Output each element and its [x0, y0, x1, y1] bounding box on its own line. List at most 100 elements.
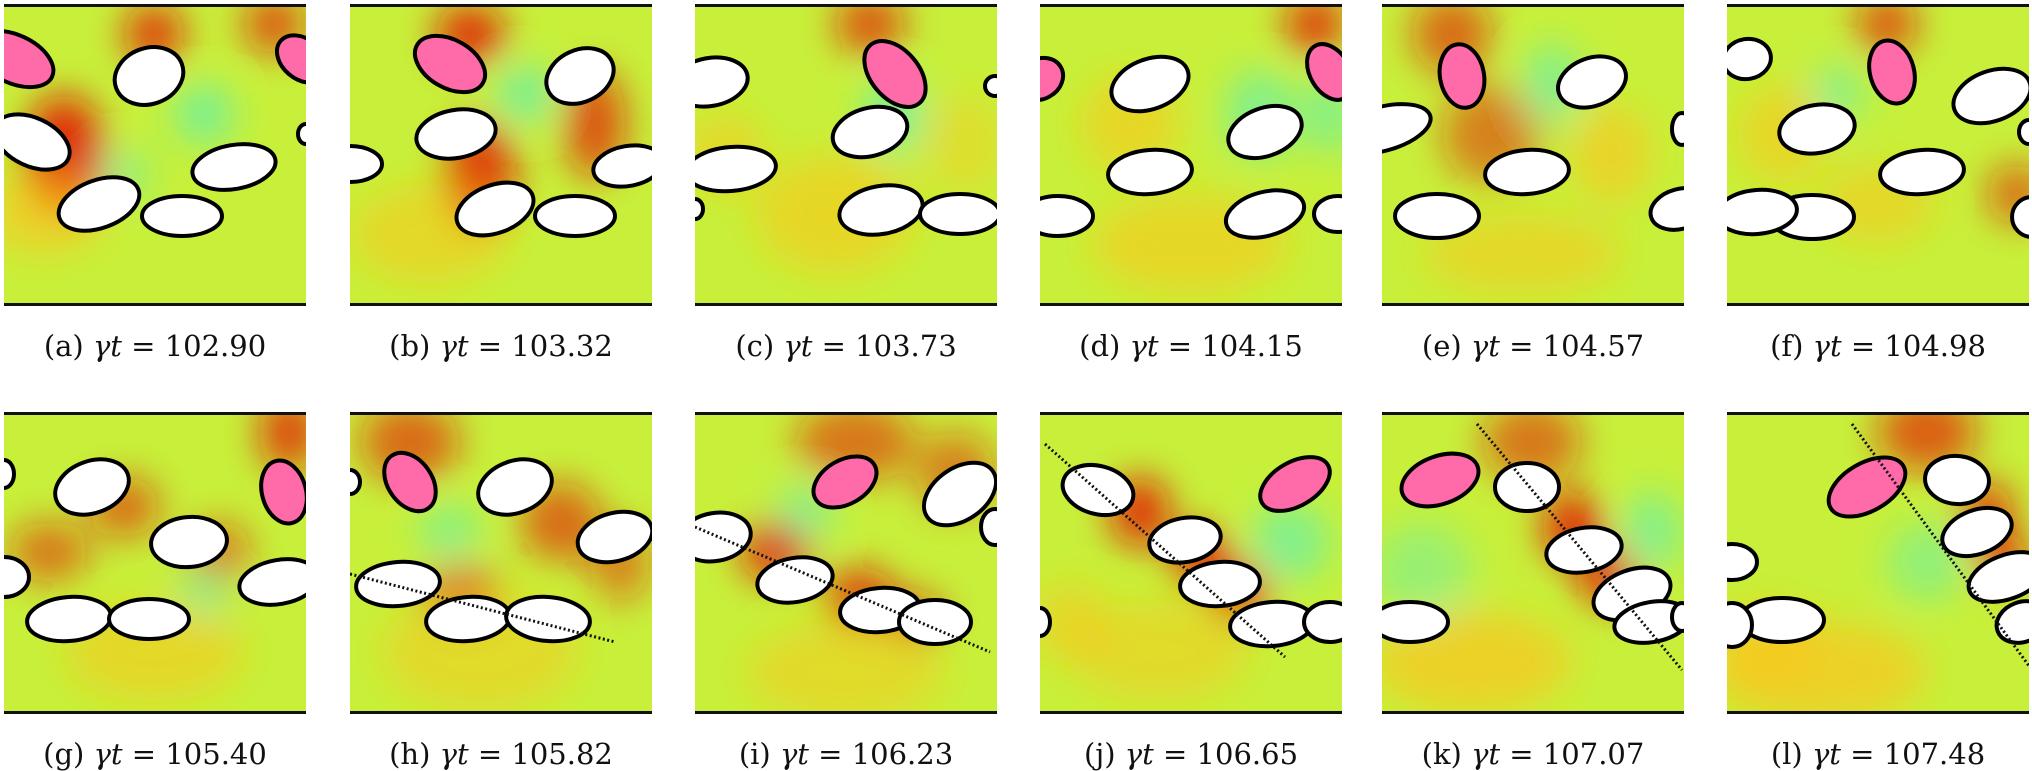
figure-panel: (g) γt = 105.40 [4, 412, 306, 714]
time-value: 102.90 [165, 329, 266, 363]
panel-caption: (c) γt = 103.73 [675, 329, 1017, 363]
panel-label: (f) [1770, 329, 1803, 363]
time-value: 104.15 [1201, 329, 1302, 363]
figure-panel: (i) γt = 106.23 [695, 412, 997, 714]
equals: = [1154, 737, 1197, 771]
equals: = [469, 737, 512, 771]
time-value: 104.98 [1884, 329, 1985, 363]
panel-caption: (i) γt = 106.23 [675, 737, 1017, 771]
panel-caption: (k) γt = 107.07 [1362, 737, 1704, 771]
panel-caption: (h) γt = 105.82 [330, 737, 672, 771]
time-value: 106.23 [852, 737, 953, 771]
figure-panel: (a) γt = 102.90 [4, 4, 306, 306]
particle [535, 196, 615, 236]
panel-label: (g) [43, 737, 84, 771]
equals: = [1842, 329, 1885, 363]
figure-panel: (j) γt = 106.65 [1040, 412, 1342, 714]
particle [1382, 602, 1448, 642]
simulation-snapshot [1382, 412, 1684, 714]
equals: = [1500, 329, 1543, 363]
symbol: γt [1813, 329, 1842, 363]
particle [1304, 602, 1342, 642]
particle [1040, 608, 1050, 636]
particle [1395, 194, 1479, 238]
particle [899, 600, 971, 644]
panel-caption: (l) γt = 107.48 [1707, 737, 2032, 771]
particle [109, 599, 189, 639]
field-blob [1572, 104, 1652, 204]
figure-panel: (h) γt = 105.82 [350, 412, 652, 714]
time-value: 105.82 [511, 737, 612, 771]
field-blob [420, 502, 480, 562]
panel-caption: (b) γt = 103.32 [330, 329, 672, 363]
figure-panel: (e) γt = 104.57 [1382, 4, 1684, 306]
particle [1040, 196, 1093, 236]
symbol: γt [783, 329, 812, 363]
equals: = [809, 737, 852, 771]
particle [981, 509, 997, 545]
panel-caption: (g) γt = 105.40 [0, 737, 326, 771]
time-value: 107.48 [1884, 737, 1985, 771]
particle [350, 470, 360, 494]
simulation-snapshot [1040, 412, 1342, 714]
equals: = [1841, 737, 1884, 771]
panel-label: (j) [1084, 737, 1116, 771]
time-value: 103.73 [855, 329, 956, 363]
equals: = [1500, 737, 1543, 771]
symbol: γt [440, 737, 469, 771]
simulation-snapshot [4, 4, 306, 306]
symbol: γt [1125, 737, 1154, 771]
figure-panel: (b) γt = 103.32 [350, 4, 652, 306]
time-value: 103.32 [511, 329, 612, 363]
particle [920, 194, 997, 234]
panel-label: (h) [389, 737, 430, 771]
simulation-snapshot [4, 412, 306, 714]
panel-label: (k) [1422, 737, 1462, 771]
particle [985, 76, 997, 96]
particle [2019, 120, 2029, 144]
symbol: γt [93, 329, 122, 363]
panel-label: (b) [389, 329, 430, 363]
particle [298, 124, 306, 144]
panel-label: (d) [1079, 329, 1120, 363]
equals: = [122, 329, 165, 363]
figure-panel: (k) γt = 107.07 [1382, 412, 1684, 714]
simulation-snapshot [1727, 412, 2029, 714]
simulation-snapshot [695, 412, 997, 714]
symbol: γt [1130, 329, 1159, 363]
field-blob [1250, 502, 1330, 582]
panel-caption: (d) γt = 104.15 [1020, 329, 1362, 363]
equals: = [469, 329, 512, 363]
field-blob [1622, 492, 1682, 572]
panel-label: (a) [44, 329, 84, 363]
figure-panel: (l) γt = 107.48 [1727, 412, 2029, 714]
particle [1314, 196, 1342, 232]
time-value: 105.40 [165, 737, 266, 771]
field-blob [495, 64, 555, 124]
time-value: 104.57 [1543, 329, 1644, 363]
figure-panel: (d) γt = 104.15 [1040, 4, 1342, 306]
symbol: γt [440, 329, 469, 363]
particle [1727, 603, 1752, 647]
symbol: γt [780, 737, 809, 771]
particle [142, 196, 222, 236]
panel-label: (l) [1771, 737, 1803, 771]
figure-panel: (c) γt = 103.73 [695, 4, 997, 306]
symbol: γt [1812, 737, 1841, 771]
panel-label: (e) [1422, 329, 1462, 363]
particle [695, 199, 703, 219]
equals: = [1159, 329, 1202, 363]
field-blob [174, 84, 234, 144]
particle [4, 460, 14, 488]
symbol: γt [1471, 329, 1500, 363]
simulation-snapshot [1727, 4, 2029, 306]
time-value: 106.65 [1197, 737, 1298, 771]
equals: = [123, 737, 166, 771]
panel-label: (c) [735, 329, 774, 363]
simulation-snapshot [1040, 4, 1342, 306]
time-value: 107.07 [1543, 737, 1644, 771]
particle [1672, 603, 1684, 631]
symbol: γt [1471, 737, 1500, 771]
panel-label: (i) [739, 737, 771, 771]
panel-caption: (f) γt = 104.98 [1707, 329, 2032, 363]
